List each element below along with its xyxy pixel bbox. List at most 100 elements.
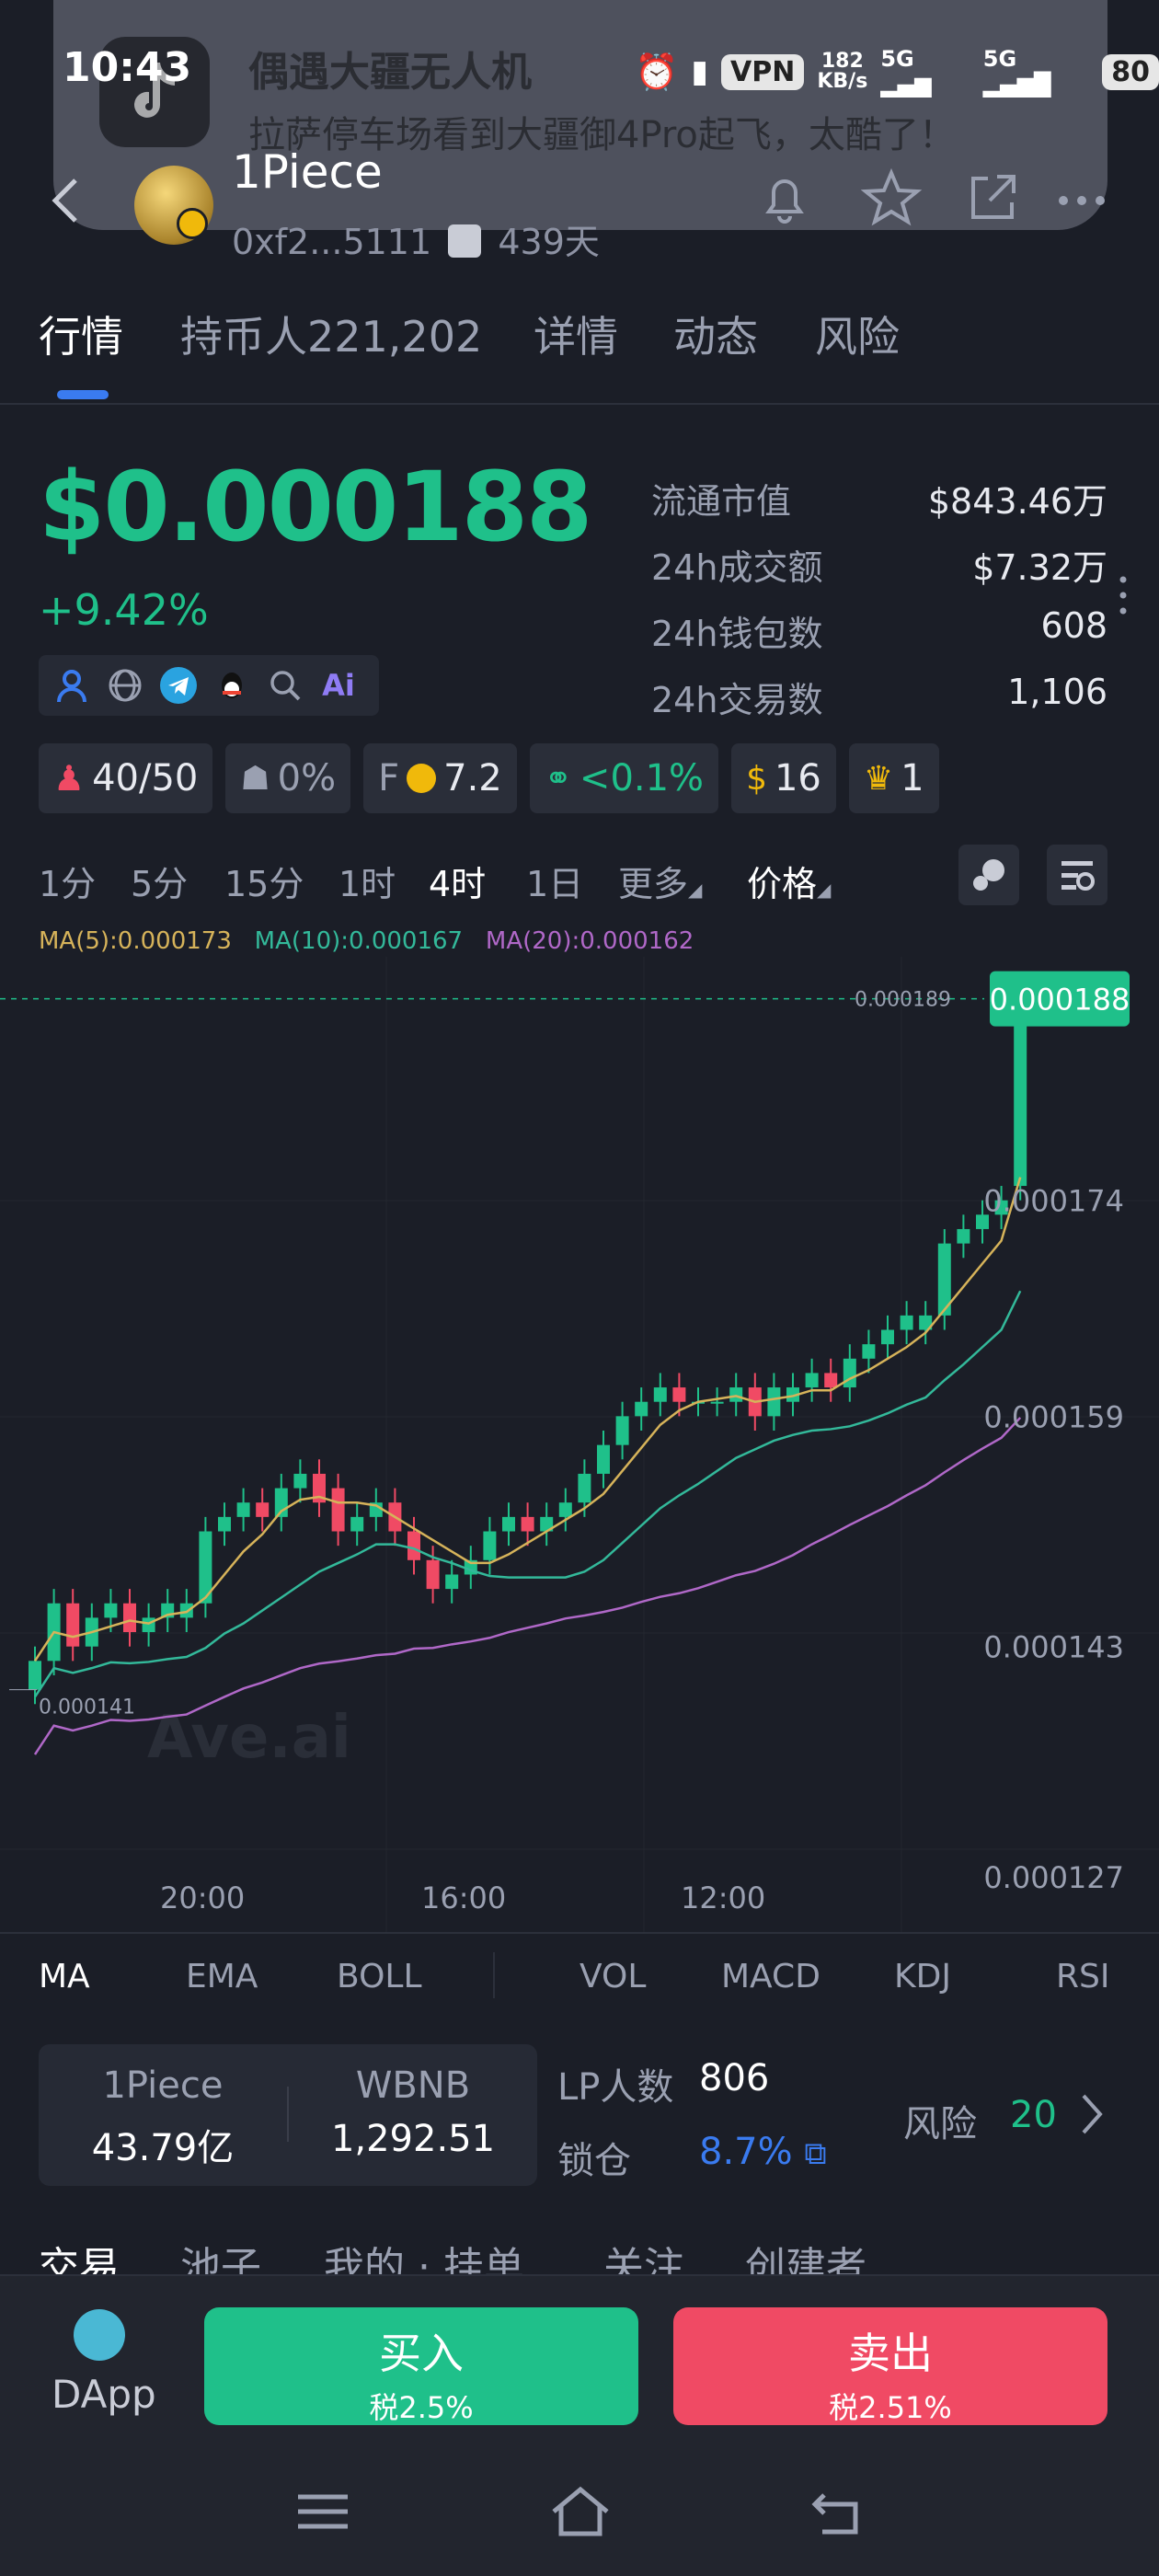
trophy-badge[interactable]: ♛ 1 [848,743,939,813]
telegram-icon[interactable] [158,665,199,706]
indicator-toggle-icon[interactable] [958,845,1019,905]
bell-icon[interactable] [752,166,817,230]
timeframe-1d[interactable]: 1日 [526,864,584,904]
back-button[interactable] [48,173,85,228]
trophy-icon: ♛ [863,759,894,798]
lock-value[interactable]: 8.7% ⧉ [699,2131,827,2173]
lock-label: 锁仓 [557,2140,631,2182]
price-change: +9.42% [39,585,209,635]
candle-body [805,1373,819,1388]
candle-body [919,1315,933,1330]
indicator-ma[interactable]: MA [39,1958,90,1995]
candle-body [729,1387,743,1402]
notification-title: 偶遇大疆无人机 [248,49,532,96]
signal-icon-2: 5G ▂▄▆█ [982,46,1051,98]
bnb-chain-icon [177,208,208,239]
candlestick-chart[interactable]: Ave.ai 0.000188 0.000189 0.000141 0.000174 0.… [0,957,1159,1969]
ma10-label: MA(10):0.000167 [254,927,464,955]
candle-body [350,1516,364,1532]
buy-button[interactable]: 买入 税2.5% [204,2307,638,2425]
search-icon[interactable] [265,665,305,706]
subtab-trades[interactable]: 交易 [39,2244,120,2274]
concentration-badge[interactable]: ⚭ <0.1% [529,743,719,813]
y-tick-label: 0.000159 [983,1399,1124,1434]
globe-icon[interactable] [105,665,145,706]
money-bag-icon: $ [746,759,767,798]
pool-quote: WBNB 1,292.51 [330,2064,496,2160]
timeframe-more[interactable]: 更多◢ [618,864,703,904]
timeframe-5m[interactable]: 5分 [131,864,189,904]
money-badge[interactable]: $ 16 [731,743,836,813]
tab-details[interactable]: 详情 [534,312,618,362]
subtab-my-orders[interactable]: 我的 · 挂单 [324,2244,524,2274]
external-link-icon[interactable]: ⧉ [804,2135,827,2172]
current-price-label: 0.000188 [990,983,1130,1018]
candle-body [881,1329,894,1345]
menu-icon[interactable] [291,2484,355,2539]
candle-body [900,1315,913,1330]
holders-badge[interactable]: ♟ 40/50 [39,743,213,813]
indicator-rsi[interactable]: RSI [1056,1958,1110,1995]
candle-body [994,1200,1008,1215]
pool-token: 1Piece 43.79亿 [91,2064,235,2169]
timeframe-1h[interactable]: 1时 [339,864,396,904]
ai-icon[interactable]: Ai [322,668,355,703]
token-address[interactable]: 0xf2...5111 439天 [232,222,600,262]
timeframe-1m[interactable]: 1分 [39,864,97,904]
tax-badge[interactable]: ☗ 0% [225,743,351,813]
ma5-line [33,1177,1022,1662]
chart-settings-icon[interactable] [1047,845,1107,905]
back-nav-icon[interactable] [806,2484,870,2539]
stat-volume: 24h成交额 $7.32万 [651,547,1107,588]
timeframe-4h[interactable]: 4时 [429,864,487,904]
timeframe-15m[interactable]: 15分 [224,864,304,904]
candle-body [445,1574,459,1590]
share-icon[interactable] [960,166,1025,230]
score-badge[interactable]: F 7.2 [363,743,517,813]
indicator-ema[interactable]: EMA [186,1958,258,1995]
chart-type-select[interactable]: 价格◢ [747,864,832,904]
qq-icon[interactable] [212,665,252,706]
token-name: 1Piece [232,145,383,199]
stats-more-icon[interactable] [1119,574,1128,616]
star-icon[interactable] [859,166,924,230]
tab-activity[interactable]: 动态 [673,312,758,362]
home-icon[interactable] [548,2484,613,2539]
divider [493,1952,495,1998]
candle-body [66,1603,80,1647]
indicator-boll[interactable]: BOLL [337,1958,422,1995]
sell-button[interactable]: 卖出 税2.51% [673,2307,1107,2425]
indicator-vol[interactable]: VOL [580,1958,647,1995]
candle-body [256,1502,270,1517]
notification-banner[interactable] [53,0,1107,230]
chef-hat-icon: ☗ [240,759,270,798]
copy-icon[interactable] [448,224,482,258]
liquidity-pool-card[interactable]: 1Piece 43.79亿 WBNB 1,292.51 [39,2044,537,2186]
candle-body [540,1516,554,1532]
badge-row: ♟ 40/50 ☗ 0% F 7.2 ⚭ <0.1% $ 16 ♛ 1 [39,743,939,813]
chevron-right-icon[interactable] [1078,2088,1106,2140]
candle-body [142,1617,155,1633]
tab-holders[interactable]: 持币人221,202 [180,312,483,362]
candle-body [824,1373,838,1388]
notification-body: 拉萨停车场看到大疆御4Pro起飞，太酷了！ [248,114,956,156]
indicator-macd[interactable]: MACD [721,1958,820,1995]
indicator-tabs: MA EMA BOLL VOL MACD KDJ RSI [0,1932,1159,2015]
tab-risk[interactable]: 风险 [815,312,900,362]
social-links: Ai [39,655,379,716]
ma20-label: MA(20):0.000162 [485,927,694,955]
low-label: 0.000141 [39,1696,135,1719]
user-icon[interactable] [52,665,92,706]
indicator-kdj[interactable]: KDJ [894,1958,951,1995]
subtab-pools[interactable]: 池子 [180,2244,261,2274]
net-speed: 182 KB/s [817,50,868,93]
tiktok-app-icon [99,37,210,147]
tab-market[interactable]: 行情 [39,312,123,362]
more-icon[interactable] [1052,166,1117,230]
subtab-watch[interactable]: 关注 [603,2244,684,2274]
dropdown-icon: ◢ [688,879,703,901]
dapp-label[interactable]: DApp [52,2372,156,2417]
pancakeswap-icon[interactable] [74,2309,125,2361]
subtab-creator[interactable]: 创建者 [745,2244,866,2274]
divider [287,2087,289,2142]
